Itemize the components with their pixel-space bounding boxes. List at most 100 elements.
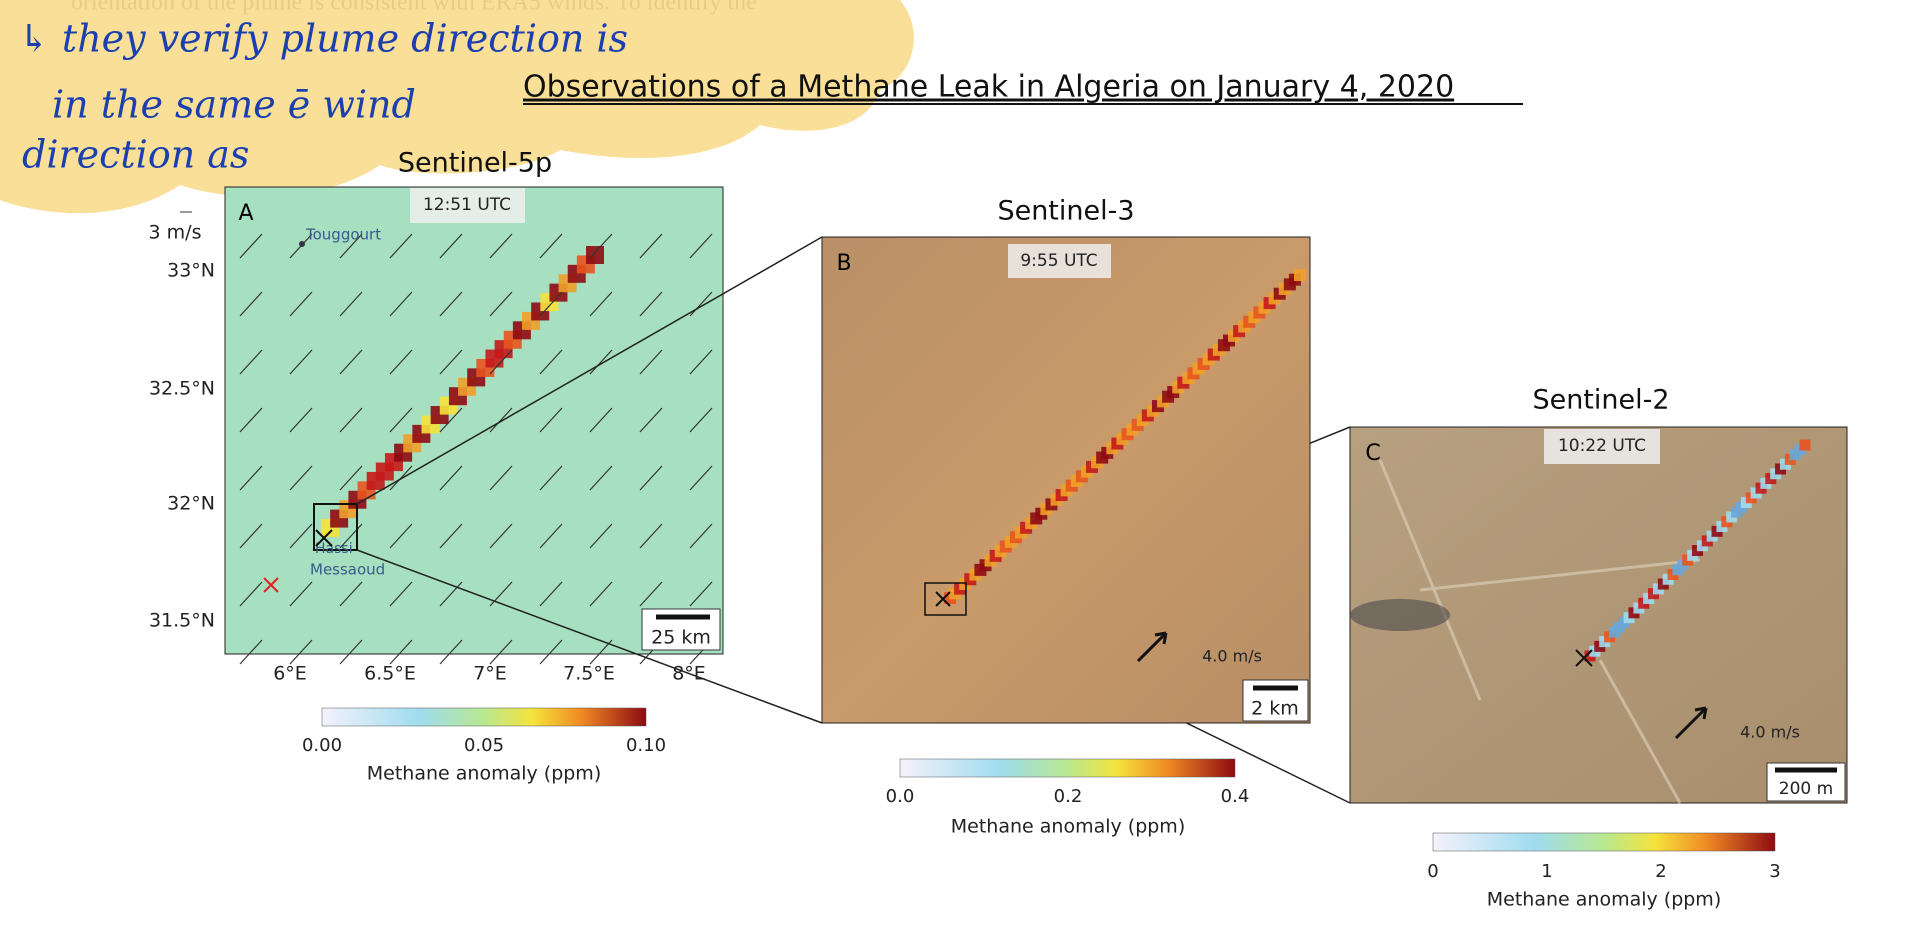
wind-arrow <box>239 233 263 259</box>
panel-name: Sentinel-3 <box>997 196 1134 227</box>
wind-arrow <box>239 523 263 549</box>
colorbar-tick: 1 <box>1541 861 1552 882</box>
lon-label: 6°E <box>273 663 307 685</box>
lat-label: 32.5°N <box>149 378 215 400</box>
time-box <box>410 188 525 223</box>
scale-label: 2 km <box>1251 698 1299 720</box>
wind-label: 4.0 m/s <box>1740 723 1800 742</box>
sticky-annotation <box>0 0 914 214</box>
plume-c <box>1584 439 1811 662</box>
wind-arrow <box>539 349 563 375</box>
panel-letter: C <box>1365 441 1380 466</box>
plume-pixel <box>1799 439 1811 451</box>
handwritten-note: direction as <box>22 133 249 177</box>
wind-arrow <box>389 233 413 259</box>
wind-arrow <box>689 523 713 549</box>
wind-arrow <box>239 465 263 491</box>
wind-arrow <box>239 407 263 433</box>
wind-arrow <box>489 581 513 607</box>
wind-arrow <box>439 349 463 375</box>
scale-label: 200 m <box>1779 779 1833 799</box>
wind-arrow <box>639 465 663 491</box>
lon-label: 6.5°E <box>364 663 416 685</box>
wind-arrow <box>589 407 613 433</box>
figure-title: Observations of a Methane Leak in Algeri… <box>523 70 1454 105</box>
wind-arrow <box>639 407 663 433</box>
connector <box>356 236 823 505</box>
wind-arrow <box>439 465 463 491</box>
wind-arrow <box>539 523 563 549</box>
plume-pixel <box>1294 269 1306 281</box>
wind-key: 3 m/s <box>149 222 202 244</box>
wind-arrow <box>689 581 713 607</box>
wind-arrow <box>389 349 413 375</box>
lon-label: 7.5°E <box>563 663 615 685</box>
connector <box>356 549 823 724</box>
time-label: 12:51 UTC <box>423 195 511 215</box>
wind-arrow <box>589 233 613 259</box>
wind-arrow <box>289 407 313 433</box>
place-label: Hassi <box>315 541 353 557</box>
wind-arrow <box>339 349 363 375</box>
wind-arrow <box>339 465 363 491</box>
wind-arrow <box>589 291 613 317</box>
wind-arrow <box>539 639 563 665</box>
colorbar-tick: 0.2 <box>1054 786 1083 807</box>
handwritten-note: ↳ they verify plume direction is <box>18 17 628 61</box>
wind-arrow <box>439 233 463 259</box>
wind-arrow <box>539 465 563 491</box>
source-marker <box>1575 649 1593 667</box>
wind-arrow <box>489 349 513 375</box>
wind-arrow <box>539 407 563 433</box>
wind-arrow <box>539 233 563 259</box>
colorbar-tick: 0.00 <box>302 735 342 756</box>
handwritten-note: in the same ē wind <box>52 83 416 127</box>
smoke <box>1350 599 1450 631</box>
colorbar <box>321 707 647 727</box>
time-label: 10:22 UTC <box>1558 436 1646 456</box>
colorbar-tick: 0.4 <box>1221 786 1250 807</box>
panel-name: Sentinel-2 <box>1532 385 1669 416</box>
road <box>1378 459 1701 804</box>
plume-b <box>944 269 1306 604</box>
colorbar-tick: 0.10 <box>626 735 666 756</box>
wind-arrow <box>1674 706 1708 740</box>
wind-arrow <box>439 581 463 607</box>
wind-arrow <box>339 291 363 317</box>
wind-arrow <box>339 233 363 259</box>
lat-label: 33°N <box>167 260 215 282</box>
wind-arrow <box>489 407 513 433</box>
wind-arrow <box>1136 631 1168 663</box>
wind-arrow <box>589 349 613 375</box>
place-label: Touggourt <box>305 226 381 244</box>
wind-arrow <box>239 639 263 665</box>
town-dot <box>299 241 305 247</box>
wind-arrow <box>289 581 313 607</box>
wind-arrow <box>389 291 413 317</box>
plume-pixel <box>586 246 604 264</box>
wind-arrow <box>589 465 613 491</box>
time-box <box>1544 429 1660 464</box>
wind-arrow <box>439 291 463 317</box>
red-marker <box>263 577 279 593</box>
wind-arrow <box>639 349 663 375</box>
colorbar <box>899 758 1236 778</box>
lon-label: 7°E <box>473 663 507 685</box>
wind-arrow <box>239 349 263 375</box>
wind-arrow <box>289 291 313 317</box>
plume-a <box>321 246 604 537</box>
map-panel-a <box>224 186 724 655</box>
time-label: 9:55 UTC <box>1020 251 1097 271</box>
wind-arrow <box>439 523 463 549</box>
panel-letter: A <box>238 201 253 226</box>
wind-arrow <box>339 407 363 433</box>
wind-arrow <box>689 407 713 433</box>
wind-arrow <box>639 233 663 259</box>
wind-arrow <box>689 291 713 317</box>
wind-arrow <box>289 465 313 491</box>
wind-arrow <box>289 523 313 549</box>
wind-arrow <box>339 523 363 549</box>
colorbar-tick: 3 <box>1769 861 1780 882</box>
wind-arrow <box>339 639 363 665</box>
